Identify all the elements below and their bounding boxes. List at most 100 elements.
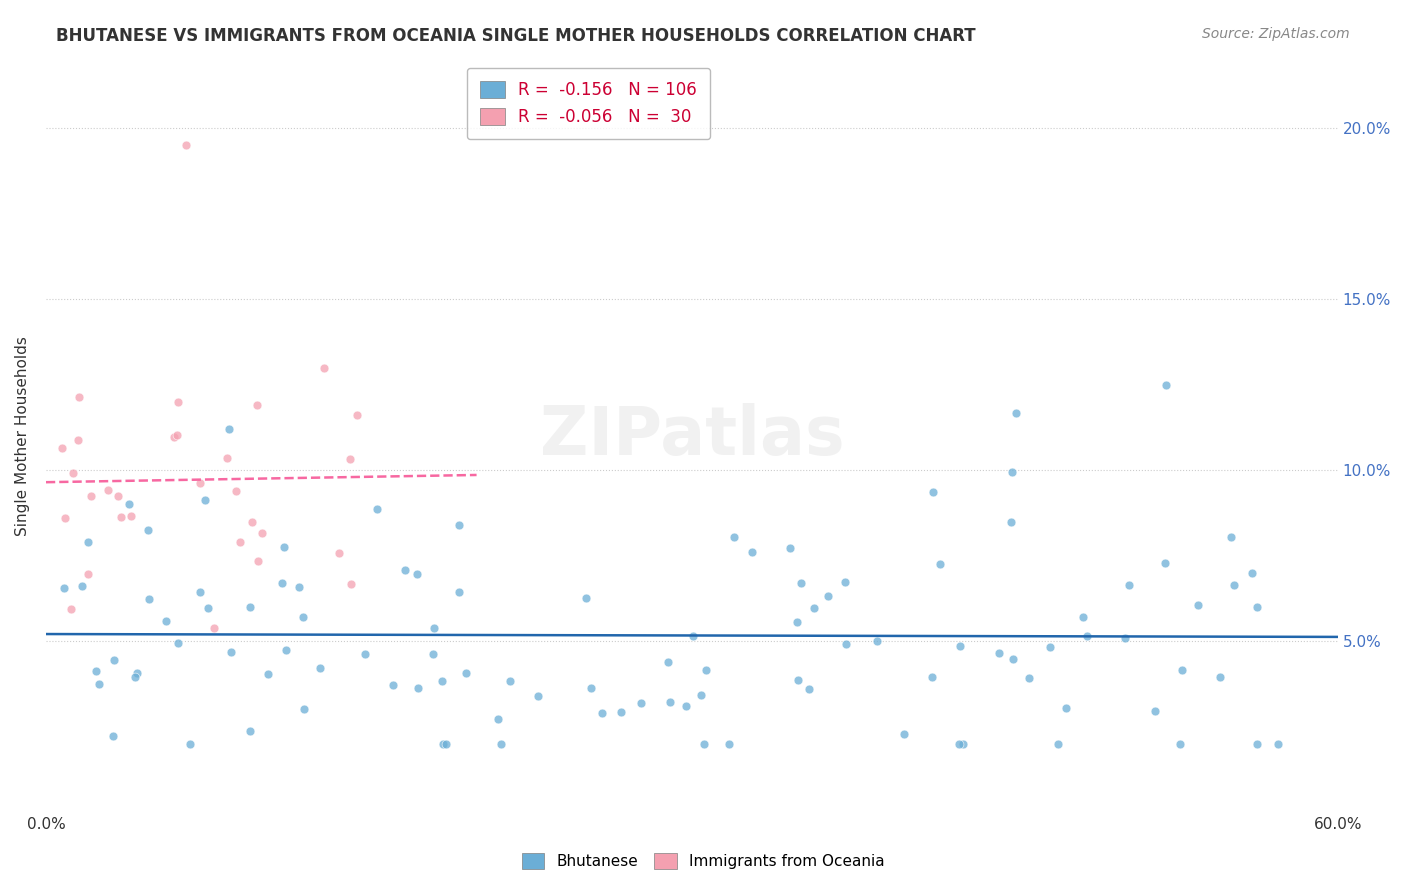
Point: [89, 677, 111, 691]
Point: [430, 673, 453, 688]
Point: [408, 681, 430, 696]
Legend: R =  -0.156   N = 106, R =  -0.056   N =  30: R = -0.156 N = 106, R = -0.056 N = 30: [467, 68, 710, 139]
Point: [741, 545, 763, 559]
Point: [84, 665, 107, 679]
Point: [1114, 632, 1136, 646]
Point: [291, 610, 314, 624]
Point: [1018, 671, 1040, 685]
Point: [987, 646, 1010, 660]
Point: [682, 629, 704, 643]
Point: [274, 642, 297, 657]
Point: [797, 681, 820, 696]
Point: [1076, 629, 1098, 643]
Point: [921, 670, 943, 684]
Point: [434, 737, 457, 751]
Point: [610, 705, 633, 719]
Point: [657, 655, 679, 669]
Point: [1000, 515, 1022, 529]
Point: [270, 576, 292, 591]
Point: [817, 589, 839, 603]
Point: [292, 702, 315, 716]
Point: [695, 663, 717, 677]
Point: [499, 674, 522, 689]
Point: [138, 592, 160, 607]
Point: [1241, 566, 1264, 580]
Point: [952, 737, 974, 751]
Point: [675, 698, 697, 713]
Point: [328, 546, 350, 560]
Point: [246, 398, 269, 412]
Point: [1222, 577, 1244, 591]
Point: [835, 637, 858, 651]
Point: [406, 566, 429, 581]
Point: [308, 661, 330, 675]
Point: [239, 723, 262, 738]
Point: [53, 510, 76, 524]
Point: [218, 422, 240, 436]
Point: [346, 408, 368, 422]
Point: [1005, 406, 1028, 420]
Point: [449, 518, 471, 533]
Point: [422, 647, 444, 661]
Point: [120, 508, 142, 523]
Point: [80, 489, 103, 503]
Point: [803, 600, 825, 615]
Point: [834, 574, 856, 589]
Point: [188, 585, 211, 599]
Point: [779, 541, 801, 555]
Point: [949, 640, 972, 654]
Point: [101, 729, 124, 743]
Point: [219, 645, 242, 659]
Point: [591, 706, 613, 721]
Point: [97, 483, 120, 498]
Point: [1168, 737, 1191, 751]
Point: [51, 441, 73, 455]
Point: [581, 681, 603, 695]
Point: [62, 467, 84, 481]
Point: [59, 602, 82, 616]
Point: [1246, 737, 1268, 751]
Point: [1153, 556, 1175, 570]
Point: [630, 696, 652, 710]
Point: [174, 138, 197, 153]
Point: [240, 515, 263, 529]
Point: [689, 688, 711, 702]
Point: [167, 395, 190, 409]
Point: [228, 534, 250, 549]
Point: [288, 580, 311, 594]
Point: [77, 535, 100, 549]
Point: [197, 600, 219, 615]
Point: [486, 712, 509, 726]
Point: [1054, 700, 1077, 714]
Point: [1267, 737, 1289, 751]
Point: [339, 451, 361, 466]
Point: [489, 737, 512, 751]
Point: [1209, 670, 1232, 684]
Text: Source: ZipAtlas.com: Source: ZipAtlas.com: [1202, 27, 1350, 41]
Point: [366, 502, 388, 516]
Point: [252, 526, 274, 541]
Point: [1144, 705, 1167, 719]
Point: [786, 673, 808, 688]
Point: [717, 737, 740, 751]
Point: [179, 737, 201, 751]
Point: [1171, 663, 1194, 677]
Point: [225, 483, 247, 498]
Point: [723, 530, 745, 544]
Point: [110, 509, 132, 524]
Point: [103, 653, 125, 667]
Point: [1118, 578, 1140, 592]
Point: [70, 579, 93, 593]
Point: [1246, 599, 1268, 614]
Point: [449, 585, 471, 599]
Point: [948, 737, 970, 751]
Point: [138, 524, 160, 538]
Point: [246, 553, 269, 567]
Text: BHUTANESE VS IMMIGRANTS FROM OCEANIA SINGLE MOTHER HOUSEHOLDS CORRELATION CHART: BHUTANESE VS IMMIGRANTS FROM OCEANIA SIN…: [56, 27, 976, 45]
Point: [423, 621, 446, 635]
Point: [354, 647, 377, 661]
Point: [117, 497, 139, 511]
Point: [693, 737, 716, 751]
Point: [188, 476, 211, 491]
Point: [163, 430, 186, 444]
